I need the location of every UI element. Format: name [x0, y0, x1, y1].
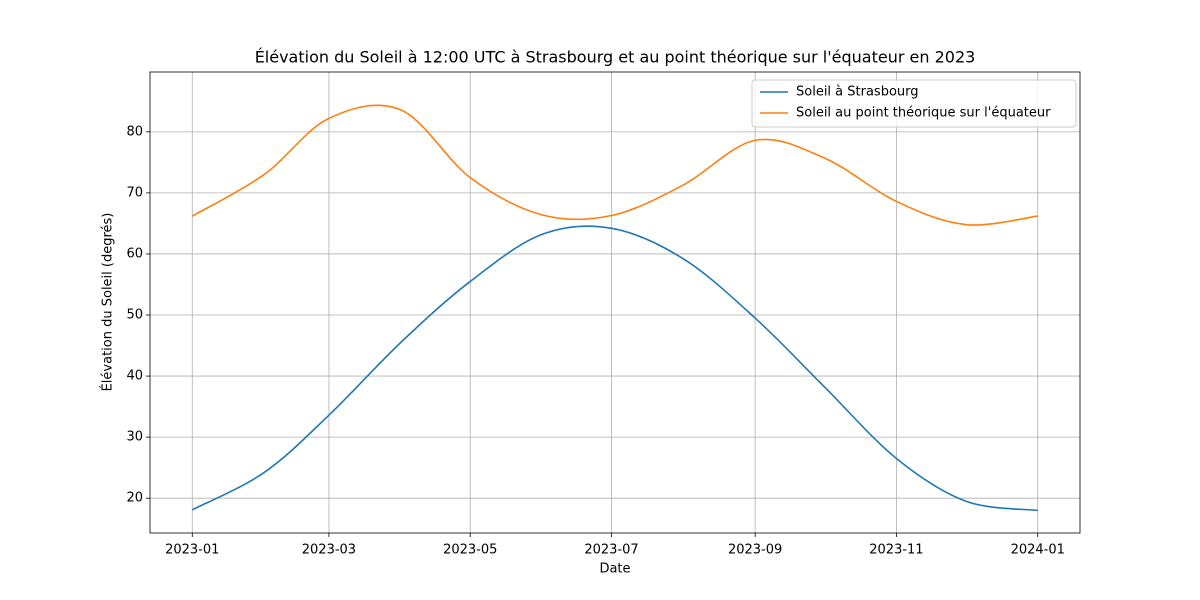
- legend: Soleil à Strasbourg Soleil au point théor…: [751, 79, 1077, 128]
- y-axis-label: Élévation du Soleil (degrés): [100, 213, 116, 392]
- y-tick-label: 50: [126, 308, 143, 323]
- x-axis-label: Date: [599, 562, 630, 577]
- y-tick-label: 60: [126, 246, 143, 261]
- y-tick-label: 30: [126, 430, 143, 445]
- x-tick-label: 2024-01: [1011, 543, 1065, 558]
- series-line: [191, 104, 1038, 226]
- x-tick-label: 2023-07: [584, 543, 638, 558]
- legend-label: Soleil au point théorique sur l'équateur: [796, 106, 1051, 121]
- y-tick-label: 20: [126, 491, 143, 506]
- x-tick-label: 2023-03: [302, 543, 356, 558]
- x-tick-label: 2023-05: [443, 543, 497, 558]
- series-line: [191, 225, 1038, 512]
- legend-frame: [751, 79, 1077, 128]
- legend-label: Soleil à Strasbourg: [796, 85, 919, 100]
- y-tick-label: 70: [126, 185, 143, 200]
- chart-title: Élévation du Soleil à 12:00 UTC à Strasb…: [255, 48, 976, 67]
- x-tick-label: 2023-11: [869, 543, 923, 558]
- y-tick-label: 80: [126, 124, 143, 139]
- x-tick-label: 2023-01: [165, 543, 219, 558]
- plot-frame: [149, 71, 1081, 534]
- y-tick-label: 40: [126, 369, 143, 384]
- x-tick-label: 2023-09: [728, 543, 782, 558]
